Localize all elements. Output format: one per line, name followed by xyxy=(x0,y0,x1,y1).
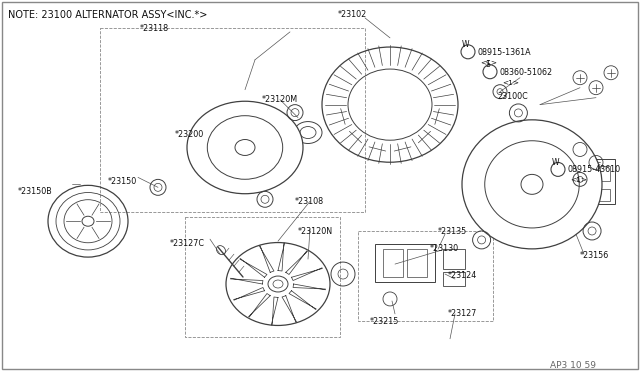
Text: *23127: *23127 xyxy=(448,309,477,318)
Bar xyxy=(100,28,365,212)
Text: AP3 10 59: AP3 10 59 xyxy=(550,361,596,370)
Bar xyxy=(443,272,465,286)
Text: *23156: *23156 xyxy=(580,251,609,260)
Text: *23215: *23215 xyxy=(370,317,399,326)
Text: *23135: *23135 xyxy=(438,227,467,236)
Text: <1>: <1> xyxy=(480,60,497,66)
Bar xyxy=(592,166,610,182)
Text: <1>: <1> xyxy=(502,80,519,86)
Text: W: W xyxy=(462,40,470,49)
Text: 08915-43610: 08915-43610 xyxy=(568,166,621,174)
Text: *23108: *23108 xyxy=(295,197,324,206)
Text: 08915-1361A: 08915-1361A xyxy=(478,48,532,57)
Text: 08360-51062: 08360-51062 xyxy=(500,68,553,77)
Text: *23150B: *23150B xyxy=(18,187,52,196)
Ellipse shape xyxy=(462,120,602,249)
Text: 23100C: 23100C xyxy=(497,92,528,101)
Text: *23102: *23102 xyxy=(338,10,367,19)
Text: NOTE: 23100 ALTERNATOR ASSY<INC.*>: NOTE: 23100 ALTERNATOR ASSY<INC.*> xyxy=(8,10,207,20)
Text: <1>: <1> xyxy=(570,177,587,183)
Bar xyxy=(375,244,435,282)
Text: *23127C: *23127C xyxy=(170,239,205,248)
Ellipse shape xyxy=(187,101,303,194)
Bar xyxy=(383,249,403,277)
Bar xyxy=(358,231,493,321)
Bar xyxy=(185,217,340,337)
Text: S: S xyxy=(486,60,490,69)
Bar xyxy=(407,249,427,277)
Text: *23150: *23150 xyxy=(108,177,137,186)
Text: *23124: *23124 xyxy=(448,271,477,280)
Text: *23118: *23118 xyxy=(140,24,169,33)
Bar xyxy=(592,189,610,201)
Text: *23120N: *23120N xyxy=(298,227,333,236)
Text: *23200: *23200 xyxy=(175,129,204,138)
Text: *23120M: *23120M xyxy=(262,94,298,104)
Bar xyxy=(443,249,465,269)
Text: *23130: *23130 xyxy=(430,244,459,253)
Text: W: W xyxy=(552,158,560,167)
Bar xyxy=(587,160,615,204)
